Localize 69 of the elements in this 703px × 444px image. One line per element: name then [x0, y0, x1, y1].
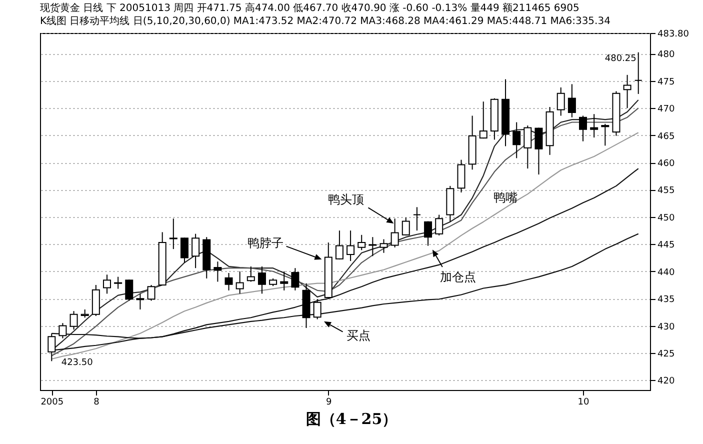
y-tick-label: 480 [658, 50, 675, 60]
chart-title: 现货黄金 日线 下 20051013 周四 开471.75 高474.00 低467.70 收470.90 涨 -0.60 -0.13% 量449 额211465 6905 [40, 2, 580, 14]
y-tick-label: 483.80 [658, 30, 690, 40]
text: 图（4－25） [304, 410, 398, 429]
candlestick [224, 272, 233, 291]
candlestick [58, 322, 67, 339]
candlestick [236, 270, 244, 294]
x-tick-label: 2005 [40, 398, 64, 408]
annotation: 423.50 [61, 358, 94, 368]
candlestick [412, 206, 421, 232]
x-tick-label: 10 [578, 398, 590, 408]
candlestick [634, 52, 642, 94]
candlestick [457, 159, 466, 193]
y-tick-label: 450 [658, 213, 675, 224]
y-tick-label: 470 [658, 104, 675, 115]
candlestick [136, 293, 144, 310]
candlestick [102, 274, 111, 294]
candlestick [601, 123, 610, 146]
candlestick [424, 220, 432, 246]
candlestick [214, 261, 222, 282]
candlestick [291, 268, 300, 291]
candlestick [556, 86, 565, 116]
candlestick [579, 115, 588, 142]
y-tick-label: 440 [658, 268, 675, 278]
candlestick [512, 122, 521, 159]
candlestick [623, 74, 632, 109]
candlestick [125, 279, 134, 302]
annotation: 鸭头顶 [328, 192, 364, 207]
candlestick [48, 332, 56, 362]
y-tick-label: 460 [658, 159, 675, 170]
candlestick [590, 114, 598, 138]
candlestick [435, 214, 444, 236]
candlestick [180, 237, 188, 264]
candlestick [479, 101, 488, 140]
annotation: 加仓点 [440, 270, 476, 284]
y-tick-label: 455 [658, 186, 675, 196]
x-tick-label: 9 [326, 398, 332, 408]
y-tick-label: 465 [658, 132, 675, 142]
candlestick [147, 284, 156, 302]
candlestick [346, 230, 355, 262]
annotation: 480.25 [604, 54, 636, 64]
candlestick [70, 310, 78, 330]
candlestick [258, 266, 266, 294]
candlestick [169, 218, 178, 250]
candlestick [358, 234, 366, 251]
candlestick [313, 298, 322, 320]
y-tick-label: 420 [658, 376, 675, 387]
candlestick [114, 276, 122, 290]
candlestick [192, 233, 200, 269]
y-tick-label: 425 [658, 349, 675, 360]
y-tick-label: 430 [658, 322, 675, 332]
annotation: 买点 [346, 328, 370, 343]
candlestick [380, 238, 388, 254]
candlestick [534, 127, 543, 175]
candlestick [335, 230, 344, 260]
candlestick [390, 218, 399, 248]
chart-subtitle: K线图 日移动平均线 日(5,10,20,30,60,0) MA1:473.52 MA2:470.72 MA3:468.28 MA4:461.29 MA5:448.71 MA6:335.34 [40, 15, 610, 27]
candlestick [568, 84, 576, 118]
candlestick [402, 216, 410, 236]
y-tick-label: 475 [658, 77, 675, 88]
candlestick [524, 125, 532, 170]
annotation: 鸭嘴 [494, 190, 518, 204]
y-tick-label: 435 [658, 295, 675, 306]
x-tick-label: 8 [94, 398, 100, 408]
candlestick [280, 270, 288, 291]
annotation: 鸭脖子 [247, 236, 284, 250]
candlestick [246, 266, 255, 282]
y-tick-label: 445 [658, 240, 675, 251]
candlestick [368, 236, 377, 257]
